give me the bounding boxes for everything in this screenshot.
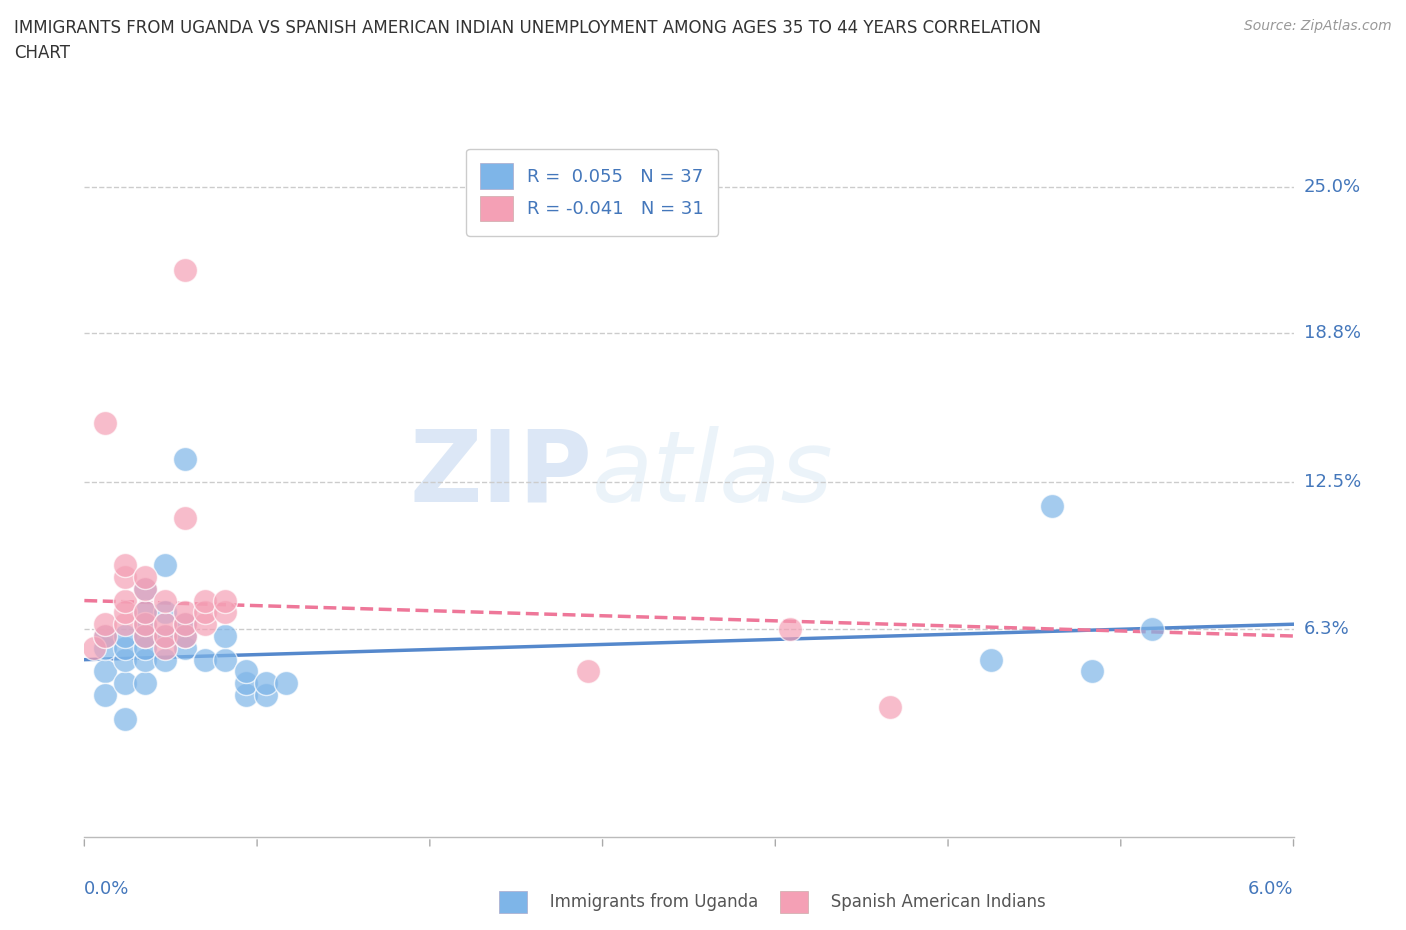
Point xyxy=(153,593,176,608)
Point xyxy=(134,581,156,596)
Point xyxy=(214,593,236,608)
Point xyxy=(235,687,257,702)
Point xyxy=(174,641,197,656)
Point xyxy=(153,629,176,644)
Point xyxy=(134,676,156,691)
Point xyxy=(153,604,176,619)
Text: 6.3%: 6.3% xyxy=(1303,620,1350,638)
Text: 18.8%: 18.8% xyxy=(1303,325,1361,342)
Point xyxy=(235,676,257,691)
Text: ZIP: ZIP xyxy=(409,426,592,523)
Text: 12.5%: 12.5% xyxy=(1303,473,1361,491)
Point xyxy=(93,687,115,702)
Point xyxy=(214,629,236,644)
Point xyxy=(153,641,176,656)
Point xyxy=(274,676,297,691)
Text: 6.0%: 6.0% xyxy=(1249,880,1294,897)
Point xyxy=(576,664,599,679)
Point xyxy=(134,617,156,631)
Point xyxy=(93,416,115,431)
Text: 0.0%: 0.0% xyxy=(84,880,129,897)
Point xyxy=(153,617,176,631)
Point xyxy=(93,629,115,644)
Point xyxy=(114,593,136,608)
Point xyxy=(879,699,901,714)
Point xyxy=(134,604,156,619)
Point xyxy=(194,604,217,619)
Point xyxy=(174,451,197,466)
Point xyxy=(153,629,176,644)
Point xyxy=(83,641,105,656)
Point xyxy=(174,604,197,619)
Point xyxy=(194,652,217,667)
Point xyxy=(174,511,197,525)
Point xyxy=(194,617,217,631)
Point xyxy=(174,629,197,644)
Point xyxy=(153,558,176,573)
Point xyxy=(93,629,115,644)
Point xyxy=(134,581,156,596)
Point xyxy=(214,604,236,619)
Text: atlas: atlas xyxy=(592,426,834,523)
Text: IMMIGRANTS FROM UGANDA VS SPANISH AMERICAN INDIAN UNEMPLOYMENT AMONG AGES 35 TO : IMMIGRANTS FROM UGANDA VS SPANISH AMERIC… xyxy=(14,19,1042,61)
Point xyxy=(114,711,136,726)
Point xyxy=(174,617,197,631)
Point xyxy=(114,569,136,584)
Point xyxy=(1040,498,1063,513)
Legend: R =  0.055   N = 37, R = -0.041   N = 31: R = 0.055 N = 37, R = -0.041 N = 31 xyxy=(465,149,718,235)
Point xyxy=(93,641,115,656)
Point xyxy=(254,676,277,691)
Point xyxy=(153,652,176,667)
Point xyxy=(134,617,156,631)
Point xyxy=(134,604,156,619)
Point xyxy=(114,629,136,644)
Point xyxy=(254,687,277,702)
Text: Spanish American Indians: Spanish American Indians xyxy=(815,893,1046,911)
Point xyxy=(114,558,136,573)
Point xyxy=(1081,664,1104,679)
Point xyxy=(134,652,156,667)
Point xyxy=(134,641,156,656)
Point xyxy=(114,604,136,619)
Point xyxy=(174,629,197,644)
Point xyxy=(235,664,257,679)
Point xyxy=(134,629,156,644)
Point xyxy=(174,262,197,277)
Point xyxy=(114,676,136,691)
Point xyxy=(114,652,136,667)
Text: Source: ZipAtlas.com: Source: ZipAtlas.com xyxy=(1244,19,1392,33)
Point xyxy=(114,617,136,631)
Point xyxy=(134,629,156,644)
Point xyxy=(134,569,156,584)
Point xyxy=(174,617,197,631)
Point xyxy=(114,641,136,656)
Point xyxy=(93,617,115,631)
Text: Immigrants from Uganda: Immigrants from Uganda xyxy=(534,893,758,911)
Point xyxy=(214,652,236,667)
Point xyxy=(779,621,801,636)
Point xyxy=(93,664,115,679)
Point xyxy=(194,593,217,608)
Point xyxy=(1142,621,1164,636)
Point xyxy=(980,652,1002,667)
Text: 25.0%: 25.0% xyxy=(1303,178,1361,196)
